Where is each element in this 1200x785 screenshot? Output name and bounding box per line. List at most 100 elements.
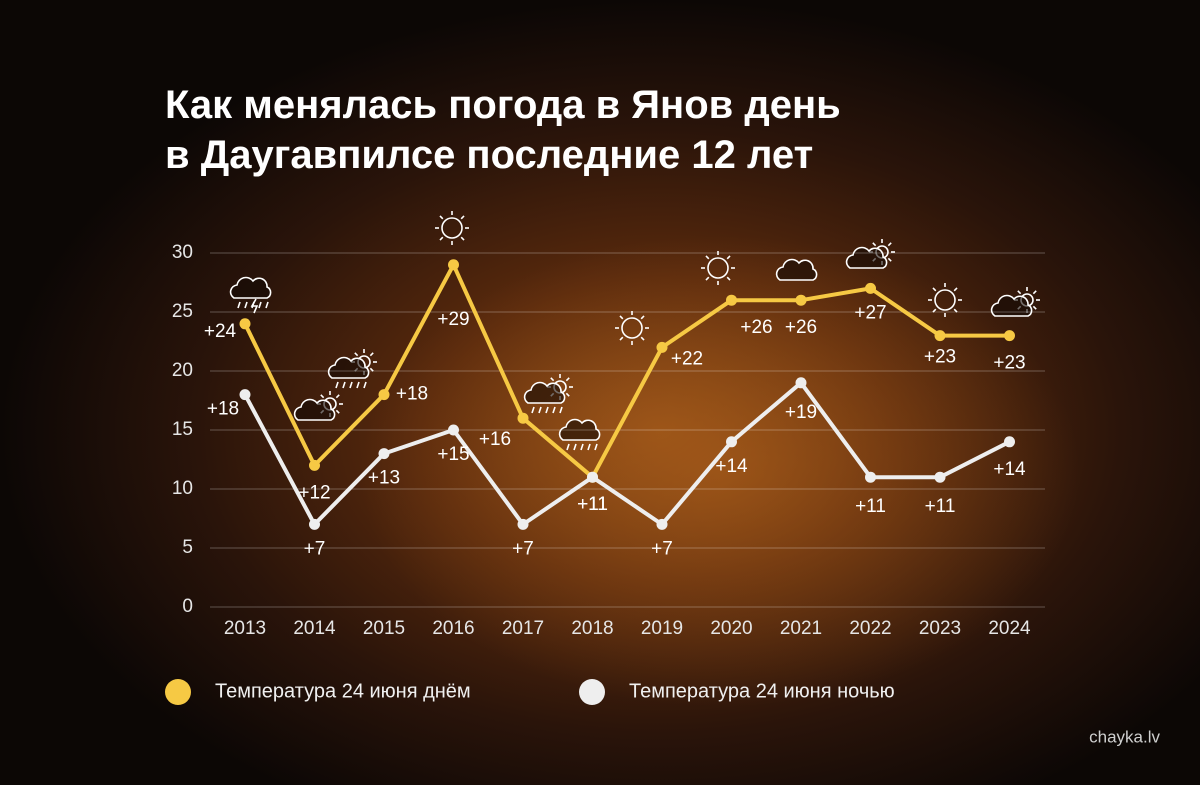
value-label: +19 [785, 402, 817, 423]
data-point [865, 282, 876, 294]
data-point [934, 471, 946, 483]
series-line [243, 380, 1011, 527]
y-tick-label: 25 [172, 301, 193, 322]
value-label: +27 [854, 302, 886, 323]
icon-ray [1032, 305, 1037, 310]
value-label: +23 [924, 347, 956, 368]
x-tick-label: 2019 [641, 618, 683, 639]
icon-ray [439, 236, 444, 241]
legend-marker [579, 679, 605, 705]
data-point [934, 330, 946, 342]
data-point [239, 389, 251, 401]
y-tick-label: 0 [182, 596, 193, 617]
icon-ray [705, 276, 710, 281]
icon-ray [640, 336, 645, 341]
icon-rain [349, 381, 353, 389]
icon-ray [953, 308, 958, 313]
data-point [448, 259, 459, 271]
icon-rain [538, 406, 542, 414]
icon-ray [460, 236, 465, 241]
value-label: +26 [785, 317, 817, 338]
icon-rain [363, 381, 367, 389]
y-tick-label: 10 [172, 478, 193, 499]
data-point [865, 471, 876, 483]
icon-rain [552, 406, 556, 414]
value-label: +7 [512, 538, 534, 559]
value-label: +11 [855, 496, 886, 517]
value-label: +16 [479, 429, 511, 450]
x-tick-label: 2017 [502, 618, 544, 639]
x-tick-label: 2022 [849, 618, 891, 639]
value-label: +26 [740, 317, 772, 338]
weather-icons [229, 211, 1040, 451]
icon-rain [566, 443, 570, 451]
value-label: +14 [993, 459, 1026, 480]
icon-cloud [558, 418, 601, 441]
data-point [656, 518, 668, 530]
icon-ray [550, 377, 555, 382]
y-tick-label: 30 [172, 242, 193, 263]
data-point [378, 448, 390, 460]
data-point [309, 518, 320, 530]
legend-marker [165, 679, 191, 705]
x-tick-label: 2024 [988, 618, 1031, 639]
icon-ray [1017, 290, 1022, 295]
icon-ray [369, 367, 374, 372]
data-point [517, 412, 529, 424]
data-point [656, 341, 668, 353]
data-point [1004, 330, 1015, 342]
icon-cloud [327, 356, 370, 379]
icon-ray [369, 352, 374, 357]
icon-ray [887, 257, 892, 262]
icon-rain [265, 301, 269, 309]
value-label: +11 [577, 494, 608, 515]
icon-ray [335, 409, 340, 414]
x-tick-label: 2018 [571, 618, 613, 639]
icon-ray [726, 276, 731, 281]
watermark: chayka.lv [1089, 727, 1160, 746]
y-tick-label: 15 [172, 419, 193, 440]
icon-ray [335, 394, 340, 399]
icon-ray [320, 394, 325, 399]
value-label: +29 [437, 309, 469, 330]
value-label: +18 [396, 384, 428, 405]
icon-cloud [775, 258, 818, 281]
x-tick-label: 2023 [919, 618, 961, 639]
value-label: +7 [304, 538, 326, 559]
value-label: +7 [651, 538, 673, 559]
icon-ray [619, 336, 624, 341]
icon-sun [441, 217, 463, 239]
icon-rain [342, 381, 346, 389]
icon-ray [565, 392, 570, 397]
x-tick-label: 2015 [363, 618, 405, 639]
data-point [448, 424, 459, 436]
icon-ray [565, 377, 570, 382]
icon-ray [932, 287, 937, 292]
data-point [517, 518, 529, 530]
icon-rain [356, 381, 360, 389]
icon-ray [619, 315, 624, 320]
value-label: +24 [204, 321, 237, 342]
x-tick-label: 2013 [224, 618, 266, 639]
legend-label: Температура 24 июня днём [215, 680, 471, 702]
icon-rain [237, 301, 241, 309]
icon-rain [531, 406, 535, 414]
value-label: +22 [671, 348, 703, 369]
icon-rain [580, 443, 584, 451]
value-label: +11 [577, 494, 608, 515]
data-point [587, 471, 598, 483]
value-label: +14 [715, 456, 748, 477]
icon-ray [887, 242, 892, 247]
data-point [378, 389, 390, 401]
y-tick-label: 20 [172, 360, 193, 381]
icon-ray [640, 315, 645, 320]
data-point [726, 294, 737, 306]
icon-ray [726, 255, 731, 260]
icon-cloud [845, 246, 888, 269]
icon-rain [258, 301, 262, 309]
icon-rain [545, 406, 549, 414]
icon-ray [953, 287, 958, 292]
